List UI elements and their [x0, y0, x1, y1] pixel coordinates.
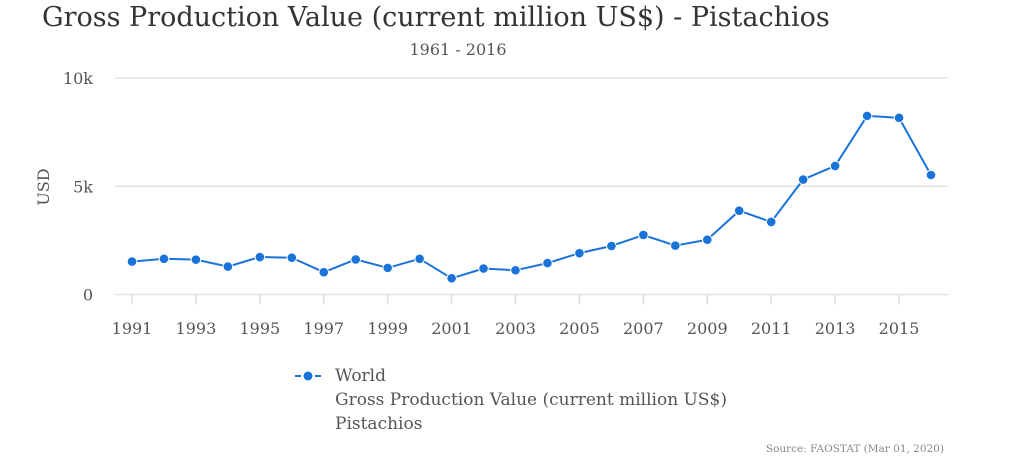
data-point: [574, 247, 585, 259]
data-point: [510, 264, 521, 276]
source-note: Source: FAOSTAT (Mar 01, 2020): [765, 443, 944, 455]
data-point: [254, 251, 266, 263]
x-tick-label: 2005: [559, 319, 600, 338]
data-point: [318, 266, 330, 278]
data-point: [222, 261, 234, 272]
x-tick-label: 1991: [112, 319, 153, 338]
chart-subtitle: 1961 - 2016: [409, 40, 507, 59]
legend-item: Pistachios: [335, 414, 423, 434]
data-point: [158, 253, 170, 265]
data-point: [925, 169, 937, 181]
x-tick-label: 2007: [623, 319, 664, 338]
y-tick-label: 0: [83, 286, 93, 305]
data-point: [893, 112, 905, 124]
legend-marker-icon: [295, 371, 321, 381]
x-tick-label: 1995: [239, 319, 280, 338]
data-point: [286, 252, 298, 263]
legend-element: Gross Production Value (current million …: [335, 390, 727, 410]
y-axis-label: USD: [34, 168, 53, 205]
data-point: [797, 174, 809, 185]
data-point: [765, 216, 777, 228]
data-point: [414, 253, 425, 265]
x-tick-label: 1997: [303, 319, 344, 338]
x-tick-label: 2003: [495, 319, 536, 338]
x-tick-label: 1993: [176, 319, 217, 338]
data-point: [478, 263, 489, 274]
data-point: [542, 257, 553, 269]
data-point: [446, 272, 457, 284]
data-point: [670, 240, 681, 251]
x-tick-label: 1999: [367, 319, 408, 338]
data-point: [733, 205, 745, 217]
y-tick-label: 10k: [63, 69, 93, 88]
data-point: [701, 234, 713, 246]
data-point: [829, 160, 841, 172]
data-point: [190, 254, 202, 265]
chart-title: Gross Production Value (current million …: [42, 2, 830, 33]
series-line-world: [131, 114, 932, 280]
data-point: [606, 240, 617, 252]
data-point: [861, 110, 873, 122]
data-point: [638, 229, 649, 241]
data-point: [126, 256, 138, 267]
x-tick-label: 2001: [431, 319, 472, 338]
data-point: [350, 254, 362, 265]
data-point: [382, 262, 393, 274]
x-tick-label: 2009: [687, 319, 728, 338]
legend-series-name: World: [335, 366, 386, 386]
y-tick-label: 5k: [73, 177, 93, 196]
x-tick-label: 2015: [879, 319, 920, 338]
x-tick-label: 2013: [815, 319, 856, 338]
x-tick-label: 2011: [751, 319, 792, 338]
